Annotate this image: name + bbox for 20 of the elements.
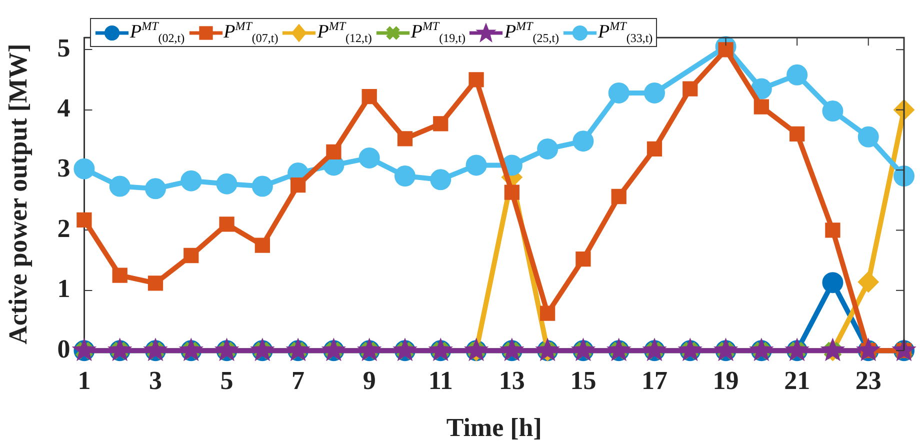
y-tick-label: 3 (57, 154, 70, 183)
x-tick-label: 3 (148, 366, 162, 395)
x-axis-title: Time [h] (446, 413, 542, 442)
x-tick-label: 21 (784, 366, 810, 395)
x-tick-label: 15 (570, 366, 596, 395)
x-tick-label: 7 (292, 366, 305, 395)
x-tick-label: 19 (712, 366, 739, 395)
x-tick-label: 13 (498, 366, 525, 395)
y-tick-label: 4 (57, 94, 70, 123)
y-tick-label: 0 (57, 334, 70, 364)
x-tick-label: 11 (428, 366, 453, 395)
x-tick-label: 17 (641, 366, 668, 395)
x-tick-label: 1 (78, 366, 91, 395)
x-tick-label: 9 (362, 366, 376, 395)
y-axis-title: Active power output [MW] (3, 44, 32, 344)
y-tick-label: 5 (57, 33, 70, 62)
x-tick-label: 5 (220, 366, 234, 395)
y-tick-label: 1 (57, 274, 70, 304)
x-tick-label: 23 (855, 366, 882, 395)
y-tick-label: 2 (57, 214, 70, 243)
